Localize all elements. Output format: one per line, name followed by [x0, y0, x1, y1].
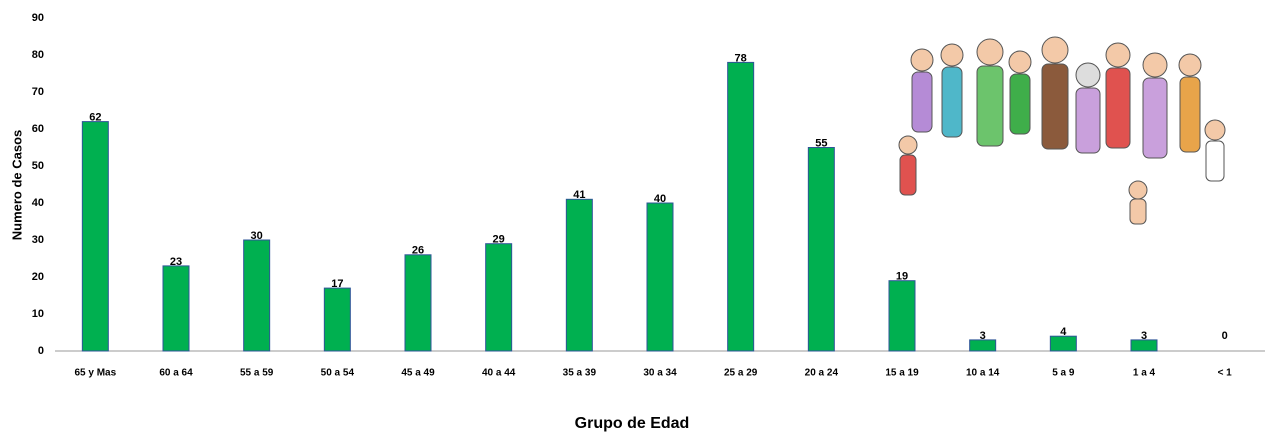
data-label: 19	[896, 271, 908, 283]
data-label: 4	[1060, 326, 1067, 338]
y-tick-label: 90	[32, 12, 44, 24]
data-label: 0	[1222, 330, 1228, 342]
data-label: 30	[251, 230, 263, 242]
bar	[405, 255, 431, 351]
y-tick-label: 50	[32, 160, 44, 172]
y-axis-title: Numero de Casos	[9, 130, 24, 241]
data-label: 29	[493, 234, 505, 246]
y-tick-label: 60	[32, 123, 44, 135]
x-tick-label: 60 a 64	[159, 368, 193, 379]
x-tick-label: 35 a 39	[563, 368, 597, 379]
y-tick-label: 10	[32, 308, 44, 320]
bar	[1050, 336, 1076, 351]
chart: Numero de Casos Grupo de Edad 0102030405…	[0, 0, 1267, 433]
people-illustration	[890, 25, 1240, 235]
bar	[82, 122, 108, 351]
x-tick-label: 10 a 14	[966, 368, 1000, 379]
x-tick-label: < 1	[1218, 368, 1233, 379]
data-label: 62	[89, 112, 101, 124]
x-axis-title: Grupo de Edad	[575, 415, 690, 432]
y-tick-label: 0	[38, 345, 44, 357]
y-tick-label: 40	[32, 197, 44, 209]
data-label: 55	[815, 137, 827, 149]
bar	[566, 199, 592, 351]
x-tick-label: 15 a 19	[885, 368, 919, 379]
data-label: 3	[1141, 330, 1147, 342]
data-label: 41	[573, 189, 585, 201]
x-tick-label: 55 a 59	[240, 368, 274, 379]
bar	[808, 148, 834, 352]
x-tick-label: 50 a 54	[321, 368, 355, 379]
bar	[486, 244, 512, 351]
x-tick-label: 45 a 49	[401, 368, 435, 379]
x-tick-label: 30 a 34	[643, 368, 677, 379]
x-tick-label: 5 a 9	[1052, 368, 1075, 379]
bar	[324, 288, 350, 351]
data-label: 78	[735, 52, 747, 64]
y-tick-label: 80	[32, 49, 44, 61]
x-tick-label: 40 a 44	[482, 368, 516, 379]
x-tick-label: 65 y Mas	[74, 368, 116, 379]
y-tick-label: 20	[32, 271, 44, 283]
bar	[244, 240, 270, 351]
x-tick-label: 20 a 24	[805, 368, 839, 379]
y-tick-label: 70	[32, 86, 44, 98]
data-label: 23	[170, 256, 182, 268]
y-tick-label: 30	[32, 234, 44, 246]
data-label: 3	[980, 330, 986, 342]
x-tick-label: 1 a 4	[1133, 368, 1156, 379]
bar	[163, 266, 189, 351]
data-label: 40	[654, 193, 666, 205]
bar	[728, 62, 754, 351]
x-tick-label: 25 a 29	[724, 368, 758, 379]
data-label: 17	[331, 278, 343, 290]
data-label: 26	[412, 245, 424, 257]
bar	[647, 203, 673, 351]
bar	[889, 281, 915, 351]
